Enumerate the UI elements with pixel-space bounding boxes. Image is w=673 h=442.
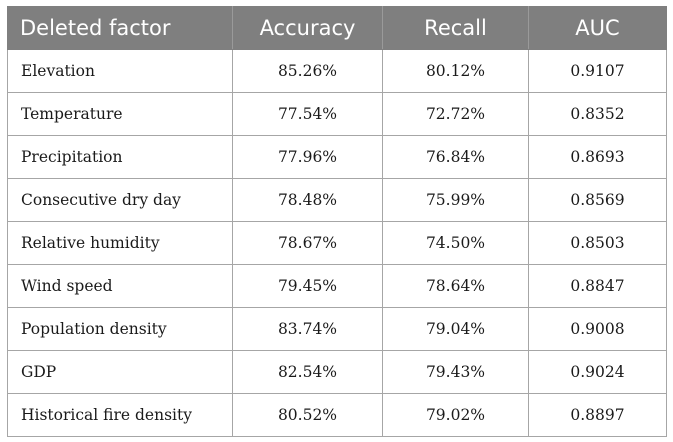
table-row: Relative humidity 78.67% 74.50% 0.8503 xyxy=(7,221,667,265)
cell-auc: 0.8693 xyxy=(528,135,667,179)
header-auc: AUC xyxy=(528,6,667,50)
table-row: Consecutive dry day 78.48% 75.99% 0.8569 xyxy=(7,178,667,222)
cell-factor: Temperature xyxy=(7,92,233,136)
table-header: Deleted factor Accuracy Recall AUC xyxy=(7,6,667,50)
cell-accuracy: 79.45% xyxy=(232,264,383,308)
cell-auc: 0.9008 xyxy=(528,307,667,351)
cell-factor: GDP xyxy=(7,350,233,394)
cell-recall: 78.64% xyxy=(382,264,529,308)
cell-auc: 0.9024 xyxy=(528,350,667,394)
cell-recall: 79.43% xyxy=(382,350,529,394)
cell-factor: Population density xyxy=(7,307,233,351)
cell-recall: 79.04% xyxy=(382,307,529,351)
table-row: Historical fire density 80.52% 79.02% 0.… xyxy=(7,393,667,437)
table-row: Temperature 77.54% 72.72% 0.8352 xyxy=(7,92,667,136)
cell-recall: 74.50% xyxy=(382,221,529,265)
cell-recall: 79.02% xyxy=(382,393,529,437)
table-row: Wind speed 79.45% 78.64% 0.8847 xyxy=(7,264,667,308)
cell-factor: Consecutive dry day xyxy=(7,178,233,222)
cell-recall: 76.84% xyxy=(382,135,529,179)
table-row: Population density 83.74% 79.04% 0.9008 xyxy=(7,307,667,351)
factor-deletion-table: Deleted factor Accuracy Recall AUC Eleva… xyxy=(7,6,667,437)
cell-factor: Historical fire density xyxy=(7,393,233,437)
cell-auc: 0.8847 xyxy=(528,264,667,308)
cell-accuracy: 78.48% xyxy=(232,178,383,222)
cell-auc: 0.8569 xyxy=(528,178,667,222)
header-recall: Recall xyxy=(382,6,529,50)
cell-accuracy: 77.54% xyxy=(232,92,383,136)
cell-auc: 0.8352 xyxy=(528,92,667,136)
cell-accuracy: 83.74% xyxy=(232,307,383,351)
cell-factor: Elevation xyxy=(7,49,233,93)
cell-accuracy: 80.52% xyxy=(232,393,383,437)
cell-accuracy: 82.54% xyxy=(232,350,383,394)
cell-accuracy: 85.26% xyxy=(232,49,383,93)
cell-auc: 0.8503 xyxy=(528,221,667,265)
header-row: Deleted factor Accuracy Recall AUC xyxy=(7,6,667,50)
header-deleted-factor: Deleted factor xyxy=(7,6,233,50)
cell-recall: 80.12% xyxy=(382,49,529,93)
table-row: GDP 82.54% 79.43% 0.9024 xyxy=(7,350,667,394)
cell-accuracy: 78.67% xyxy=(232,221,383,265)
cell-factor: Relative humidity xyxy=(7,221,233,265)
cell-recall: 72.72% xyxy=(382,92,529,136)
header-accuracy: Accuracy xyxy=(232,6,383,50)
table-row: Precipitation 77.96% 76.84% 0.8693 xyxy=(7,135,667,179)
results-table-container: Deleted factor Accuracy Recall AUC Eleva… xyxy=(7,6,667,437)
table-row: Elevation 85.26% 80.12% 0.9107 xyxy=(7,49,667,93)
cell-accuracy: 77.96% xyxy=(232,135,383,179)
cell-factor: Wind speed xyxy=(7,264,233,308)
cell-factor: Precipitation xyxy=(7,135,233,179)
cell-recall: 75.99% xyxy=(382,178,529,222)
cell-auc: 0.8897 xyxy=(528,393,667,437)
cell-auc: 0.9107 xyxy=(528,49,667,93)
table-body: Elevation 85.26% 80.12% 0.9107 Temperatu… xyxy=(7,49,667,437)
